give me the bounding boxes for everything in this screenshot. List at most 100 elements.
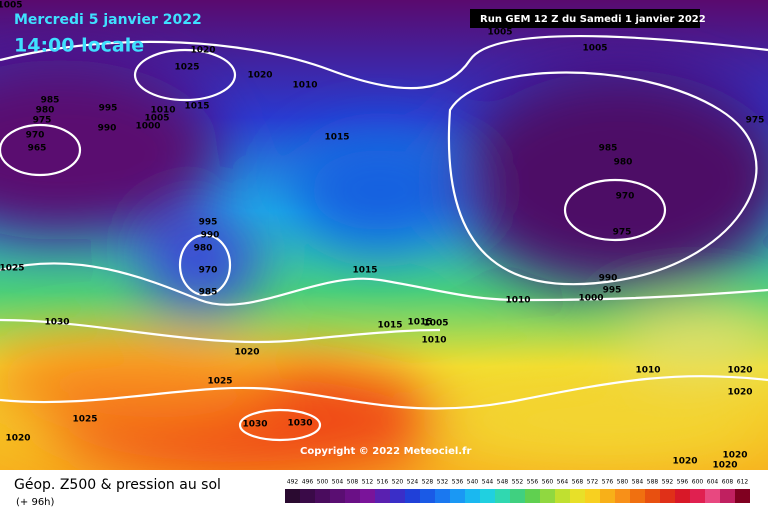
isobar-label: 1020 xyxy=(722,451,747,461)
isobar-label: 990 xyxy=(599,274,618,284)
isobar-label: 1030 xyxy=(44,318,69,328)
scale-swatch xyxy=(450,489,465,503)
isobar-label: 1010 xyxy=(150,106,175,116)
isobar-label: 1020 xyxy=(727,388,752,398)
isobar-label: 970 xyxy=(199,266,218,276)
scale-swatch xyxy=(570,489,585,503)
scale-swatch xyxy=(315,489,330,503)
isobar-label: 995 xyxy=(603,286,622,296)
scale-label: 540 xyxy=(467,479,479,486)
isobar-label: 975 xyxy=(613,228,632,238)
scale-swatch xyxy=(375,489,390,503)
scale-label: 512 xyxy=(362,479,374,486)
isobar-label: 1015 xyxy=(184,102,209,112)
isobar-label: 1005 xyxy=(582,44,607,54)
copyright: Copyright © 2022 Meteociel.fr xyxy=(300,446,471,457)
scale-swatch xyxy=(510,489,525,503)
run-box xyxy=(470,9,700,28)
scale-label: 592 xyxy=(662,479,674,486)
isobar-label: 1015 xyxy=(352,266,377,276)
scale-label: 548 xyxy=(497,479,509,486)
scale-swatch xyxy=(480,489,495,503)
isobar-label: 980 xyxy=(36,106,55,116)
isobar-label: 1015 xyxy=(407,318,432,328)
isobar-label: 975 xyxy=(33,116,52,126)
isobar-label: 1005 xyxy=(423,319,448,329)
scale-swatch xyxy=(615,489,630,503)
isobar-label: 1005 xyxy=(144,114,169,124)
isobar-label: 990 xyxy=(201,231,220,241)
isobar-label: 1020 xyxy=(727,366,752,376)
scale-label: 556 xyxy=(527,479,539,486)
scale-swatch xyxy=(600,489,615,503)
isobar-label: 1030 xyxy=(242,420,267,430)
scale-swatch xyxy=(360,489,375,503)
isobar-label: 995 xyxy=(99,104,118,114)
footer-lead: (+ 96h) xyxy=(16,497,55,508)
scale-label: 536 xyxy=(452,479,464,486)
scale-label: 568 xyxy=(572,479,584,486)
scale-swatch xyxy=(285,489,300,503)
isobar-label: 975 xyxy=(746,116,765,126)
footer-title: Géop. Z500 & pression au sol xyxy=(14,477,221,493)
scale-label: 584 xyxy=(632,479,644,486)
scale-label: 612 xyxy=(737,479,749,486)
scale-swatch xyxy=(675,489,690,503)
isobar-label: 980 xyxy=(194,244,213,254)
scale-swatch xyxy=(390,489,405,503)
isobar-label: 1005 xyxy=(487,28,512,38)
scale-label: 492 xyxy=(287,479,299,486)
scale-label: 580 xyxy=(617,479,629,486)
isobar-label: 1025 xyxy=(174,63,199,73)
scale-label: 576 xyxy=(602,479,614,486)
isobar-label: 1010 xyxy=(505,296,530,306)
scale-swatch xyxy=(690,489,705,503)
scale-label: 520 xyxy=(392,479,404,486)
isobar-label: 1020 xyxy=(234,348,259,358)
isobar-label: 1020 xyxy=(190,46,215,56)
scale-swatch xyxy=(720,489,735,503)
isobar-label: 1010 xyxy=(421,336,446,346)
isobar-label: 970 xyxy=(26,131,45,141)
run-label: Run GEM 12 Z du Samedi 1 janvier 2022 xyxy=(480,14,706,25)
isobar-label: 1025 xyxy=(72,415,97,425)
isobar-label: 985 xyxy=(599,144,618,154)
scale-swatch xyxy=(660,489,675,503)
scale-swatch xyxy=(630,489,645,503)
scale-label: 596 xyxy=(677,479,689,486)
scale-label: 544 xyxy=(482,479,494,486)
isobar-label: 995 xyxy=(199,218,218,228)
scale-swatch xyxy=(540,489,555,503)
scale-swatch xyxy=(705,489,720,503)
isobar-label: 990 xyxy=(98,124,117,134)
scale-swatch xyxy=(555,489,570,503)
isobar-label: 1005 xyxy=(0,1,23,11)
scale-label: 528 xyxy=(422,479,434,486)
isobar-label: 1015 xyxy=(324,133,349,143)
time-label: 14:00 locale xyxy=(14,35,144,57)
scale-label: 524 xyxy=(407,479,419,486)
isobar-label: 1030 xyxy=(287,419,312,429)
scale-label: 532 xyxy=(437,479,449,486)
scale-label: 608 xyxy=(722,479,734,486)
date-label: Mercredi 5 janvier 2022 xyxy=(14,12,202,28)
scale-label: 564 xyxy=(557,479,569,486)
scale-label: 500 xyxy=(317,479,329,486)
scale-label: 552 xyxy=(512,479,524,486)
scale-label: 496 xyxy=(302,479,314,486)
isobar-label: 1010 xyxy=(292,81,317,91)
isobar-label: 970 xyxy=(616,192,635,202)
isobar-label: 1015 xyxy=(377,321,402,331)
scale-label: 516 xyxy=(377,479,389,486)
scale-swatch xyxy=(330,489,345,503)
scale-label: 604 xyxy=(707,479,719,486)
scale-swatch xyxy=(585,489,600,503)
isobar-label: 1025 xyxy=(0,264,25,274)
color-scale: 492 496 500 504 508 512 516 520 524 528 532 536 540 5… xyxy=(285,479,750,503)
isobar-labels: 1005102010251020101010051005985980975970… xyxy=(0,1,764,471)
scale-swatch xyxy=(420,489,435,503)
isobar-label: 1020 xyxy=(712,461,737,471)
scale-label: 572 xyxy=(587,479,599,486)
isobar-label: 1020 xyxy=(247,71,272,81)
